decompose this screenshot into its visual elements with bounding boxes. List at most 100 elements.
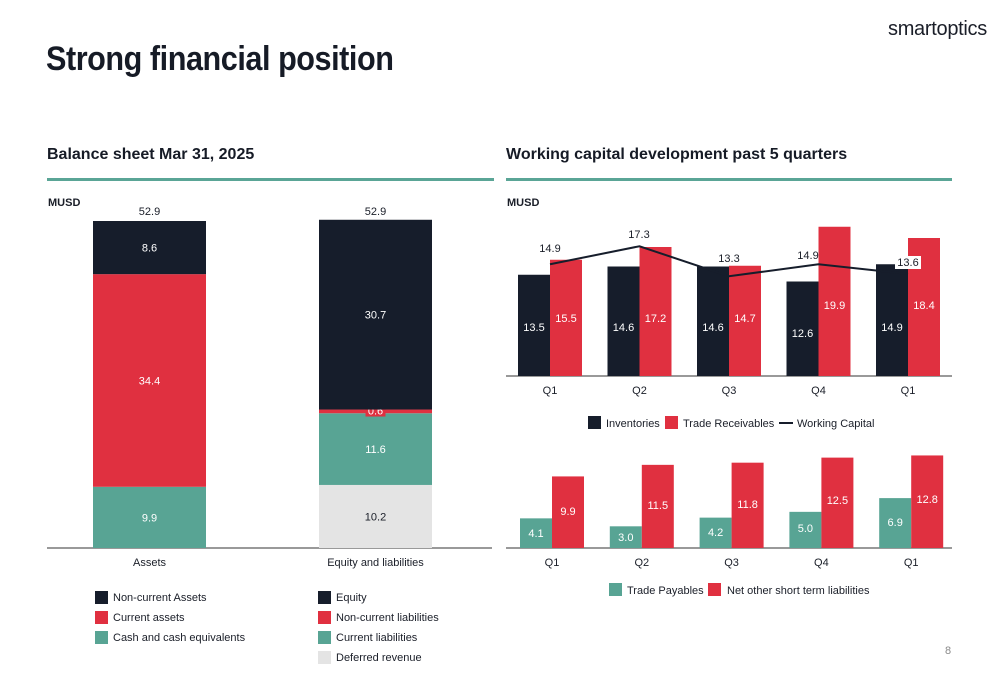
receivables-bar [729,265,761,376]
working-capital-line [549,245,909,278]
data-label: 18.4 [913,300,934,312]
x-tick-label: Assets [133,557,167,569]
legend-label: Non-current Assets [113,592,207,604]
inventories-bar [607,266,640,376]
net-other-bar [552,476,584,548]
bar-segment [319,219,432,410]
data-label: 9.9 [142,512,157,524]
x-tick-label: Q4 [811,385,826,397]
data-label: 12.6 [792,328,813,340]
data-label: 11.6 [365,444,386,456]
trade-payables-bar [789,511,822,548]
page-title: Strong financial position [46,40,394,78]
bar-segment [93,486,206,548]
receivables-bar [550,259,582,376]
bar-segment [93,221,206,275]
data-label: 10.2 [365,511,386,523]
unit-label: MUSD [48,197,80,209]
working-capital-label: 17.3 [628,229,649,241]
data-label: 12.8 [916,494,937,506]
data-label: 14.6 [613,322,634,334]
total-label: 52.9 [139,206,160,218]
legend-label: Trade Payables [627,585,704,597]
total-label: 52.9 [365,206,386,218]
brand-logo: smartoptics [888,18,987,40]
legend-swatch [318,651,331,664]
x-tick-label: Q1 [545,557,560,569]
net-other-bar [731,462,764,548]
legend-label: Net other short term liabilities [727,585,870,597]
net-other-bar [911,455,944,548]
x-tick-label: Q2 [634,557,649,569]
legend-swatch [588,416,601,429]
data-label: 4.1 [528,528,543,540]
trade-payables-bar [879,498,912,548]
legend-label: Equity [336,592,367,604]
working-capital-title: Working capital development past 5 quart… [506,146,848,163]
working-capital-label: 14.9 [539,243,560,255]
bar-segment [93,274,206,487]
x-tick-label: Equity and liabilities [327,557,424,569]
net-other-bar [641,464,674,548]
data-label: 4.2 [708,527,723,539]
data-label: 8.6 [142,243,157,255]
legend-label: Cash and cash equivalents [113,632,246,644]
legend-label: Working Capital [797,418,874,430]
receivables-bar [639,247,672,376]
balance-sheet-title: Balance sheet Mar 31, 2025 [47,146,255,163]
data-label: 17.2 [645,313,666,325]
receivables-bar [818,226,851,376]
unit-label: MUSD [507,197,539,209]
data-label: 30.7 [365,310,386,322]
data-label: 14.9 [881,322,902,334]
legend-swatch [95,631,108,644]
legend-swatch [609,583,622,596]
x-tick-label: Q3 [722,385,737,397]
working-capital-label: 14.9 [797,250,818,262]
inventories-bar [697,266,729,376]
legend-swatch [318,591,331,604]
data-label: 13.5 [523,322,544,334]
data-label: 6.9 [888,517,903,529]
x-tick-label: Q1 [904,557,919,569]
data-label-bg [895,256,921,269]
legend-swatch [665,416,678,429]
legend-label: Current assets [113,612,185,624]
page-number: 8 [945,645,952,657]
data-label: 11.8 [737,499,758,511]
inventories-bar [786,281,819,376]
data-label: 15.5 [555,313,576,325]
trade-payables-bar [520,518,552,548]
legend-label: Current liabilities [336,632,418,644]
data-label: 19.9 [824,300,845,312]
legend-label: Inventories [606,418,660,430]
working-capital-label: 13.3 [718,253,739,265]
data-label: 11.5 [648,500,669,512]
legend-label: Deferred revenue [336,652,422,664]
data-label: 5.0 [798,523,813,535]
x-tick-label: Q1 [901,385,916,397]
bar-segment [319,413,432,485]
legend-swatch [318,611,331,624]
data-label: 14.6 [702,322,723,334]
data-label: 3.0 [618,532,633,544]
bar-segment [319,484,432,548]
legend-label: Trade Receivables [683,418,775,430]
legend-swatch [95,611,108,624]
legend-swatch [318,631,331,644]
data-label: 14.7 [734,313,755,325]
x-tick-label: Q4 [814,557,829,569]
x-tick-label: Q2 [632,385,647,397]
legend-swatch [95,591,108,604]
inventories-bar [876,264,908,376]
inventories-bar [518,274,550,376]
data-label: 9.9 [560,506,575,518]
data-label: 12.5 [827,495,848,507]
section-divider [506,178,952,181]
net-other-bar [821,457,854,548]
working-capital-label: 13.6 [897,257,918,269]
data-label: 34.4 [139,375,160,387]
trade-payables-bar [699,517,732,548]
legend-swatch [708,583,721,596]
